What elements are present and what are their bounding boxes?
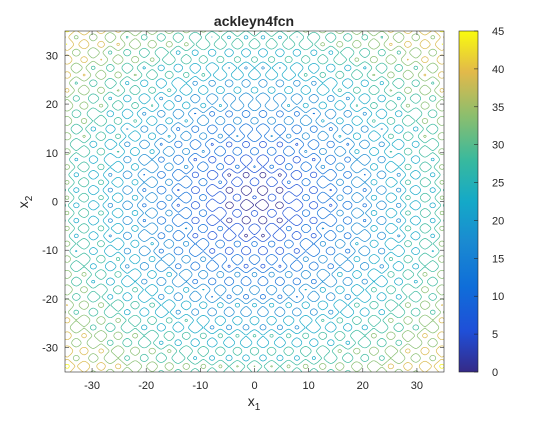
colorbar-tick-label: 40 — [492, 64, 504, 76]
y-tick-label: -20 — [42, 294, 58, 306]
x-tick-label: -30 — [84, 380, 100, 392]
contour-level — [65, 31, 444, 372]
contour-level — [176, 141, 333, 269]
contour-lines — [65, 31, 444, 372]
x-tick-label: 0 — [251, 380, 257, 392]
x-axis-label-main: x — [248, 393, 255, 409]
contour-level — [225, 171, 284, 238]
contour-level — [142, 110, 367, 300]
y-tick-label: 10 — [46, 148, 58, 160]
x-axis-ticks: -30 -20 -10 0 10 20 30 — [84, 31, 423, 392]
x-tick-label: -20 — [138, 380, 154, 392]
x-tick-label: 10 — [303, 380, 315, 392]
y-tick-label: -10 — [42, 245, 58, 257]
x-tick-label: 20 — [357, 380, 369, 392]
contour-level — [65, 31, 444, 372]
colorbar-tick-label: 5 — [492, 329, 498, 341]
y-axis-label-subscript: 2 — [24, 195, 35, 201]
x-tick-label: 30 — [411, 380, 423, 392]
colorbar-tick-label: 35 — [492, 102, 504, 114]
colorbar-tick-label: 30 — [492, 140, 504, 152]
x-axis-label-subscript: 1 — [255, 402, 261, 413]
chart-title: ackleyn4fcn — [214, 13, 294, 29]
contour-level — [107, 66, 402, 331]
contour-level — [65, 31, 444, 369]
y-axis-label-main: x — [15, 201, 31, 208]
colorbar-tick-label: 25 — [492, 178, 504, 190]
colorbar — [458, 30, 479, 373]
plot-area — [65, 31, 444, 372]
colorbar-tick-label: 0 — [492, 367, 498, 379]
y-tick-label: 20 — [46, 99, 58, 111]
colorbar-ticks: 0 5 10 15 20 25 30 35 40 45 — [474, 26, 504, 379]
y-tick-label: -30 — [42, 343, 58, 355]
colorbar-tick-label: 20 — [492, 215, 504, 227]
x-axis-label: x1 — [248, 393, 261, 413]
colorbar-tick-label: 45 — [492, 26, 504, 38]
colorbar-tick-label: 10 — [492, 291, 504, 303]
y-tick-label: 0 — [52, 197, 58, 209]
contour-level — [73, 35, 436, 362]
y-axis-ticks: -30 -20 -10 0 10 20 30 — [42, 50, 444, 355]
x-tick-label: -10 — [192, 380, 208, 392]
y-tick-label: 30 — [46, 50, 58, 62]
colorbar-tick-label: 15 — [492, 253, 504, 265]
y-axis-label: x2 — [15, 195, 35, 208]
